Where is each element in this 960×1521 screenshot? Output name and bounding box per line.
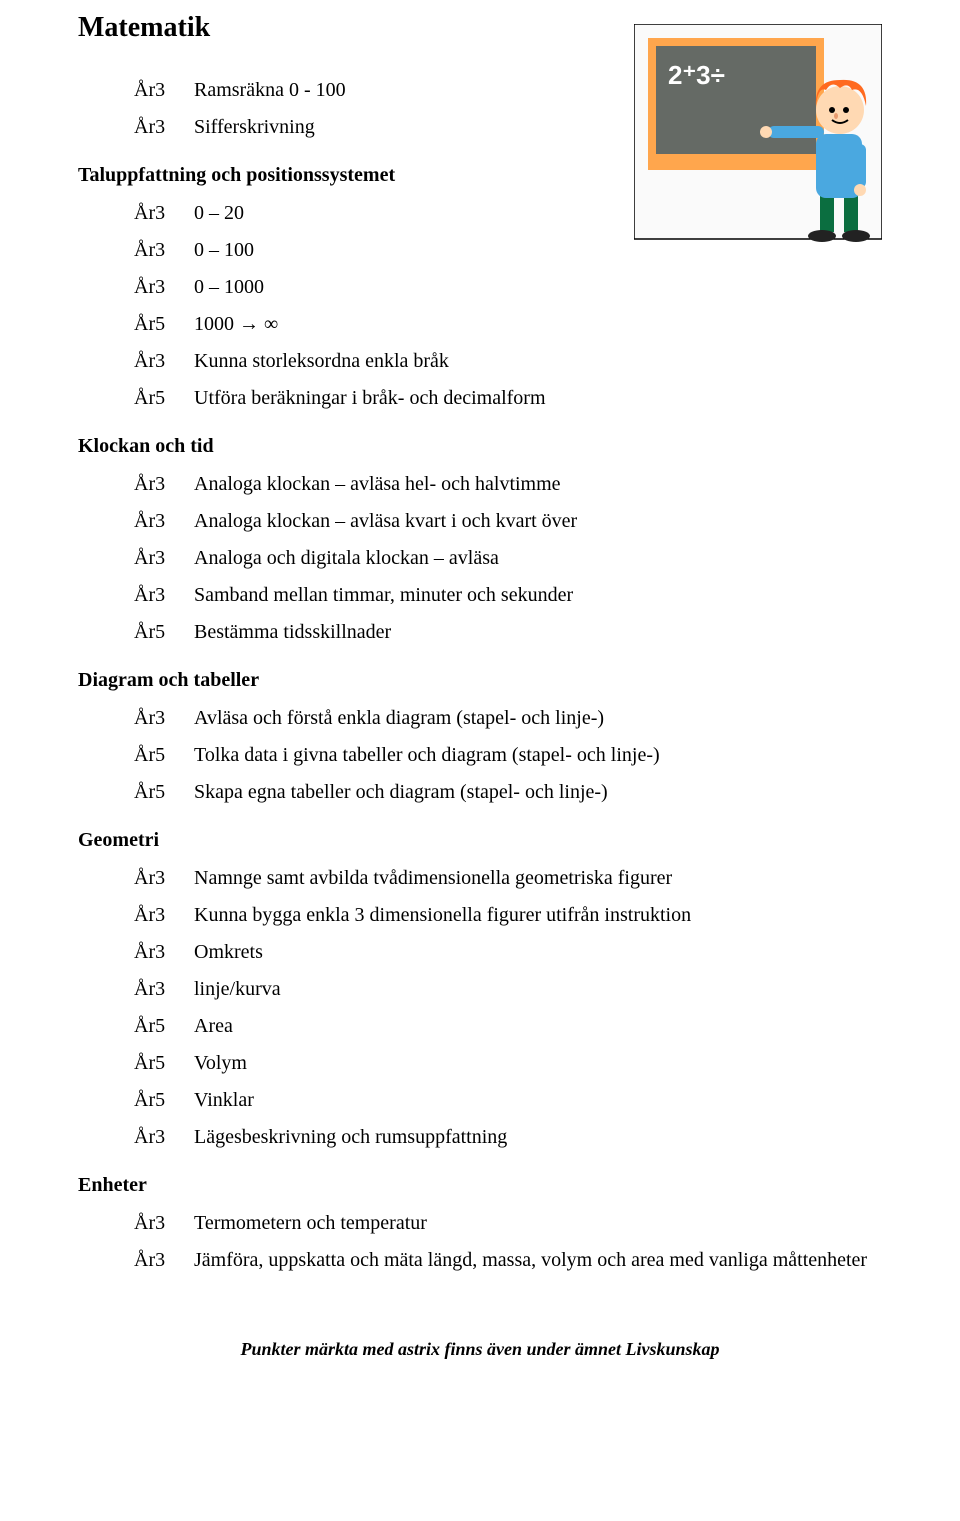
item-text: Skapa egna tabeller och diagram (stapel-… — [194, 774, 882, 811]
list-item: År5Volym — [134, 1045, 882, 1082]
section-heading: Geometri — [78, 829, 882, 852]
list-item: År3Kunna storleksordna enkla bråk — [134, 343, 882, 380]
section-heading: Klockan och tid — [78, 435, 882, 458]
footer-note: Punkter märkta med astrix finns även und… — [78, 1339, 882, 1360]
year-label: År5 — [134, 306, 194, 343]
list-item: År3linje/kurva — [134, 971, 882, 1008]
list-item: År3Samband mellan timmar, minuter och se… — [134, 577, 882, 614]
item-text: Tolka data i givna tabeller och diagram … — [194, 737, 882, 774]
item-text: Samband mellan timmar, minuter och sekun… — [194, 577, 882, 614]
list-item: År3Termometern och temperatur — [134, 1205, 882, 1242]
list-item: År3Omkrets — [134, 934, 882, 971]
year-label: År3 — [134, 1242, 194, 1279]
year-label: År3 — [134, 540, 194, 577]
year-label: År3 — [134, 897, 194, 934]
year-label: År3 — [134, 466, 194, 503]
list-item: År51000 → ∞ — [134, 306, 882, 343]
item-text: Bestämma tidsskillnader — [194, 614, 882, 651]
list-item: År3Namnge samt avbilda tvådimensionella … — [134, 860, 882, 897]
item-text: Utföra beräkningar i bråk- och decimalfo… — [194, 380, 882, 417]
year-label: År5 — [134, 1008, 194, 1045]
item-list: År3Analoga klockan – avläsa hel- och hal… — [78, 466, 882, 651]
item-text: Analoga klockan – avläsa kvart i och kva… — [194, 503, 882, 540]
list-item: År3Jämföra, uppskatta och mäta längd, ma… — [134, 1242, 882, 1279]
list-item: År5Utföra beräkningar i bråk- och decima… — [134, 380, 882, 417]
item-text: 0 – 1000 — [194, 269, 882, 306]
year-label: År3 — [134, 72, 194, 109]
list-item: År5Vinklar — [134, 1082, 882, 1119]
year-label: År3 — [134, 232, 194, 269]
item-list: År3Termometern och temperaturÅr3Jämföra,… — [78, 1205, 882, 1279]
list-item: År3Kunna bygga enkla 3 dimensionella fig… — [134, 897, 882, 934]
section-heading: Enheter — [78, 1174, 882, 1197]
year-label: År3 — [134, 1119, 194, 1156]
page: Matematik 2⁺3÷ År3Ramsräkna 0 - 100År3 — [0, 0, 960, 1380]
item-text: Vinklar — [194, 1082, 882, 1119]
year-label: År5 — [134, 737, 194, 774]
section-heading: Diagram och tabeller — [78, 669, 882, 692]
year-label: År5 — [134, 380, 194, 417]
item-text: Omkrets — [194, 934, 882, 971]
item-text: Kunna bygga enkla 3 dimensionella figure… — [194, 897, 882, 934]
year-label: År3 — [134, 343, 194, 380]
item-text: Area — [194, 1008, 882, 1045]
list-item: År5Tolka data i givna tabeller och diagr… — [134, 737, 882, 774]
year-label: År3 — [134, 195, 194, 232]
year-label: År3 — [134, 700, 194, 737]
item-text: Avläsa och förstå enkla diagram (stapel-… — [194, 700, 882, 737]
item-text: Namnge samt avbilda tvådimensionella geo… — [194, 860, 882, 897]
list-item: År3Analoga klockan – avläsa hel- och hal… — [134, 466, 882, 503]
list-item: År3Analoga klockan – avläsa kvart i och … — [134, 503, 882, 540]
list-item: År5Bestämma tidsskillnader — [134, 614, 882, 651]
item-text: Termometern och temperatur — [194, 1205, 882, 1242]
teacher-illustration: 2⁺3÷ — [634, 24, 882, 254]
item-text: Kunna storleksordna enkla bråk — [194, 343, 882, 380]
year-label: År3 — [134, 577, 194, 614]
item-text: Jämföra, uppskatta och mäta längd, massa… — [194, 1242, 882, 1279]
year-label: År5 — [134, 614, 194, 651]
item-text: Lägesbeskrivning och rumsuppfattning — [194, 1119, 882, 1156]
year-label: År3 — [134, 109, 194, 146]
year-label: År5 — [134, 1045, 194, 1082]
item-text: linje/kurva — [194, 971, 882, 1008]
item-text: Volym — [194, 1045, 882, 1082]
year-label: År3 — [134, 934, 194, 971]
board-text: 2⁺3÷ — [668, 60, 725, 90]
year-label: År3 — [134, 269, 194, 306]
list-item: År5Area — [134, 1008, 882, 1045]
list-item: År3Lägesbeskrivning och rumsuppfattning — [134, 1119, 882, 1156]
year-label: År5 — [134, 1082, 194, 1119]
year-label: År3 — [134, 860, 194, 897]
item-list: År3Namnge samt avbilda tvådimensionella … — [78, 860, 882, 1156]
year-label: År3 — [134, 971, 194, 1008]
item-list: År3Avläsa och förstå enkla diagram (stap… — [78, 700, 882, 811]
year-label: År3 — [134, 1205, 194, 1242]
item-text: 1000 → ∞ — [194, 306, 882, 343]
year-label: År3 — [134, 503, 194, 540]
list-item: År5Skapa egna tabeller och diagram (stap… — [134, 774, 882, 811]
year-label: År5 — [134, 774, 194, 811]
list-item: År3Analoga och digitala klockan – avläsa — [134, 540, 882, 577]
item-text: Analoga klockan – avläsa hel- och halvti… — [194, 466, 882, 503]
item-text: Analoga och digitala klockan – avläsa — [194, 540, 882, 577]
list-item: År3Avläsa och förstå enkla diagram (stap… — [134, 700, 882, 737]
list-item: År30 – 1000 — [134, 269, 882, 306]
